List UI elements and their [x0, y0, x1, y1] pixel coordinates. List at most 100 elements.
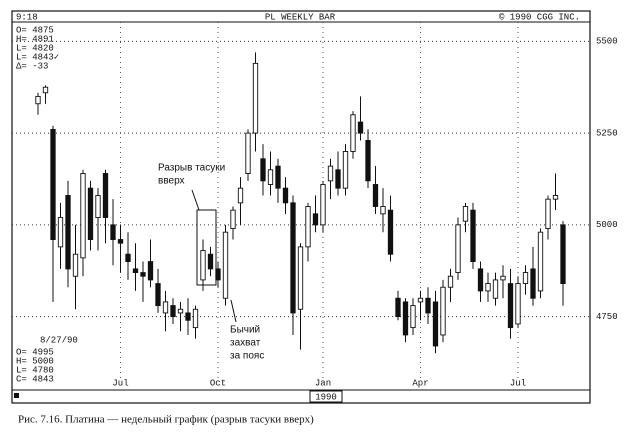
candle-body [95, 195, 101, 218]
candle-body [72, 253, 79, 277]
candle-body [282, 187, 289, 204]
candle-body [425, 297, 431, 314]
x-tick-label: Oct [210, 378, 226, 388]
candle-body [335, 169, 341, 189]
candle-body [455, 224, 461, 274]
info-line: L= 4780 [16, 365, 54, 375]
y-tick-label: 5500 [596, 37, 618, 47]
candle-body [342, 151, 349, 189]
candle-body [447, 275, 454, 288]
marker [14, 393, 19, 398]
candle-body [537, 231, 544, 292]
x-tick-label: Jul [112, 378, 128, 388]
annotation: Бычий [230, 325, 260, 336]
candle-body [387, 209, 394, 255]
candle-body [230, 209, 236, 229]
candle-body [297, 246, 304, 310]
candle-body [35, 95, 41, 105]
candle-body [185, 312, 191, 321]
info-line: C= 4843 [16, 374, 54, 384]
candle-body [305, 206, 311, 248]
candle-body [410, 305, 416, 329]
info-line: O= 4875 [16, 25, 54, 35]
candle-body [50, 128, 56, 240]
gap-box [196, 209, 217, 286]
annotation: Разрыв тасуки [158, 163, 225, 174]
candle-body [365, 139, 371, 182]
candle-body [207, 253, 214, 270]
candle-body [320, 184, 326, 226]
candle-body [87, 187, 94, 240]
candle-body [530, 268, 536, 299]
candle-body [125, 253, 131, 263]
info-line: H= 5000 [16, 356, 54, 366]
candle-body [380, 206, 386, 215]
arrow [191, 189, 200, 211]
candle-body [65, 195, 71, 270]
candle-body [267, 169, 274, 185]
candle-body [417, 297, 424, 303]
candle-body [402, 301, 409, 336]
info-line: L= 4820 [16, 43, 54, 53]
candle-body [395, 297, 401, 318]
info-line: H= 4891 [16, 34, 54, 44]
annotation: за пояс [230, 351, 264, 362]
candle-body [147, 261, 154, 281]
candle-body [357, 121, 364, 134]
candle-body [155, 283, 161, 307]
candle-body [275, 165, 281, 189]
copyright: © 1990 CGG INC. [499, 12, 580, 22]
candle-body [515, 283, 521, 325]
candle-body [552, 195, 559, 200]
candle-body [140, 272, 146, 277]
x-tick-label: Apr [412, 378, 428, 388]
arrow [230, 299, 237, 323]
candle-body [177, 308, 184, 314]
candle-body [42, 86, 49, 94]
candle-body [192, 308, 199, 329]
candle-body [102, 173, 109, 218]
candle-body [117, 239, 124, 244]
candle-body [132, 268, 139, 274]
candle-body [57, 217, 64, 248]
candle-body [252, 62, 259, 134]
candle-body [200, 250, 206, 281]
y-tick-label: 5250 [596, 128, 618, 138]
info-line: O= 4995 [16, 347, 54, 357]
x-tick-label: Jan [315, 378, 331, 388]
info-line: L= 4843✓ [16, 52, 59, 62]
x-tick-label: Jul [510, 378, 526, 388]
candle-body [222, 231, 229, 299]
candle-body [110, 224, 116, 240]
annotation: вверх [158, 176, 185, 187]
frame [11, 10, 591, 404]
candle-body [245, 132, 251, 174]
candle-body [440, 286, 446, 336]
candle-body [350, 114, 356, 152]
candle-body [500, 275, 506, 281]
candle-body [560, 224, 566, 285]
info-date: 8/27/90 [40, 335, 78, 345]
candle-body [522, 272, 529, 285]
year-label: 1990 [315, 392, 337, 402]
info-line: Δ= -33 [16, 61, 48, 71]
y-tick-label: 4750 [596, 312, 618, 322]
annotation: захват [230, 338, 261, 349]
chart-title: PL WEEKLY BAR [265, 12, 336, 22]
year-box [309, 390, 343, 403]
candle-body [170, 305, 176, 318]
candle-body [470, 209, 476, 263]
candle-body [545, 198, 551, 229]
candle-body [372, 184, 379, 207]
candle-body [485, 283, 491, 292]
y-tick-label: 5000 [596, 220, 618, 230]
candle-body [290, 202, 296, 314]
caption: Рис. 7.16. Платина — недельный график (р… [18, 414, 314, 426]
candle-body [327, 165, 334, 182]
time: 9:18 [16, 12, 38, 22]
candle-body [492, 279, 499, 299]
candle-body [477, 268, 484, 292]
candle-body [462, 206, 469, 222]
candle-body [80, 173, 86, 259]
